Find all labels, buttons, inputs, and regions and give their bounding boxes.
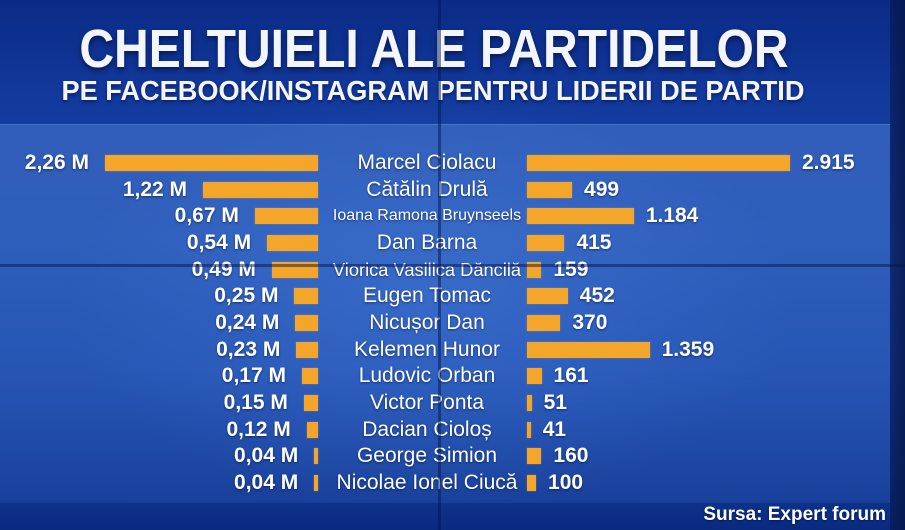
category-label: Viorica Vasilica Dăncilă xyxy=(332,258,522,280)
source-credit: Sursa: Expert forum xyxy=(703,504,886,525)
chart-subtitle: PE FACEBOOK/INSTAGRAM PENTRU LIDERII DE … xyxy=(61,75,805,106)
right-bar xyxy=(527,448,542,465)
left-value-label: 0,12 M xyxy=(226,417,291,441)
category-label: Victor Ponta xyxy=(369,391,485,415)
left-bar xyxy=(254,208,318,225)
left-value-label: 0,25 M xyxy=(214,284,279,308)
right-value-label: 160 xyxy=(553,444,589,468)
chart-panel xyxy=(0,124,890,503)
left-value-label: 1,22 M xyxy=(122,177,188,201)
right-value-label: 415 xyxy=(576,231,612,254)
category-label: Cătălin Drulă xyxy=(366,177,488,201)
right-value-label: 499 xyxy=(584,177,620,201)
category-label: George Simion xyxy=(356,444,498,468)
right-value-label: 2.915 xyxy=(802,151,855,174)
left-bar xyxy=(295,315,318,332)
category-label: Dacian Cioloș xyxy=(362,417,492,441)
right-value-label: 161 xyxy=(553,364,589,388)
right-bar xyxy=(527,421,531,438)
right-bar xyxy=(527,395,532,412)
category-label: Marcel Ciolacu xyxy=(357,151,497,174)
right-bar xyxy=(527,155,790,171)
right-bar xyxy=(527,208,634,225)
left-value-label: 2,26 M xyxy=(24,151,89,174)
category-label: Ioana Ramona Bruynseels xyxy=(332,207,522,225)
chart-title: CHELTUIELI ALE PARTIDELOR xyxy=(79,19,789,79)
left-value-label: 0,49 M xyxy=(191,257,256,281)
right-bar xyxy=(527,368,542,385)
left-bar xyxy=(267,235,318,251)
left-bar xyxy=(314,448,318,465)
right-value-label: 1.359 xyxy=(661,337,715,361)
category-label: Dan Barna xyxy=(376,231,478,254)
left-value-label: 0,54 M xyxy=(186,231,252,254)
left-value-label: 0,17 M xyxy=(221,364,286,388)
left-value-label: 0,04 M xyxy=(234,471,299,495)
category-label: Nicușor Dan xyxy=(369,311,485,335)
right-bar xyxy=(527,315,561,332)
left-value-label: 0,04 M xyxy=(234,444,299,468)
right-value-label: 51 xyxy=(543,391,567,415)
left-value-label: 0,23 M xyxy=(216,337,281,361)
left-bar xyxy=(314,475,318,492)
category-label: Nicolae Ionel Ciucă xyxy=(336,471,518,495)
left-bar xyxy=(303,395,318,412)
left-bar xyxy=(203,181,318,198)
left-bar xyxy=(294,288,318,305)
left-value-label: 0,24 M xyxy=(215,311,280,335)
right-bar xyxy=(527,235,565,251)
right-value-label: 100 xyxy=(548,471,584,495)
left-value-label: 0,67 M xyxy=(174,204,239,228)
right-value-label: 370 xyxy=(572,311,608,335)
left-bar xyxy=(296,341,318,358)
right-bar xyxy=(527,181,573,198)
category-label: Ludovic Orban xyxy=(358,364,496,388)
video-wall-seam-horizontal xyxy=(0,264,905,267)
category-label: Eugen Tomac xyxy=(362,284,492,308)
left-bar xyxy=(301,368,318,385)
category-label: Kelemen Hunor xyxy=(354,337,500,361)
right-value-label: 41 xyxy=(542,417,567,441)
left-value-label: 0,15 M xyxy=(223,391,288,415)
right-value-label: 452 xyxy=(579,284,615,308)
right-bar xyxy=(527,341,650,358)
right-value-label: 1.184 xyxy=(645,204,699,228)
right-value-label: 159 xyxy=(553,257,589,281)
left-bar xyxy=(306,421,318,438)
right-bar xyxy=(527,475,537,492)
left-bar xyxy=(105,155,318,171)
right-bar xyxy=(527,288,568,305)
